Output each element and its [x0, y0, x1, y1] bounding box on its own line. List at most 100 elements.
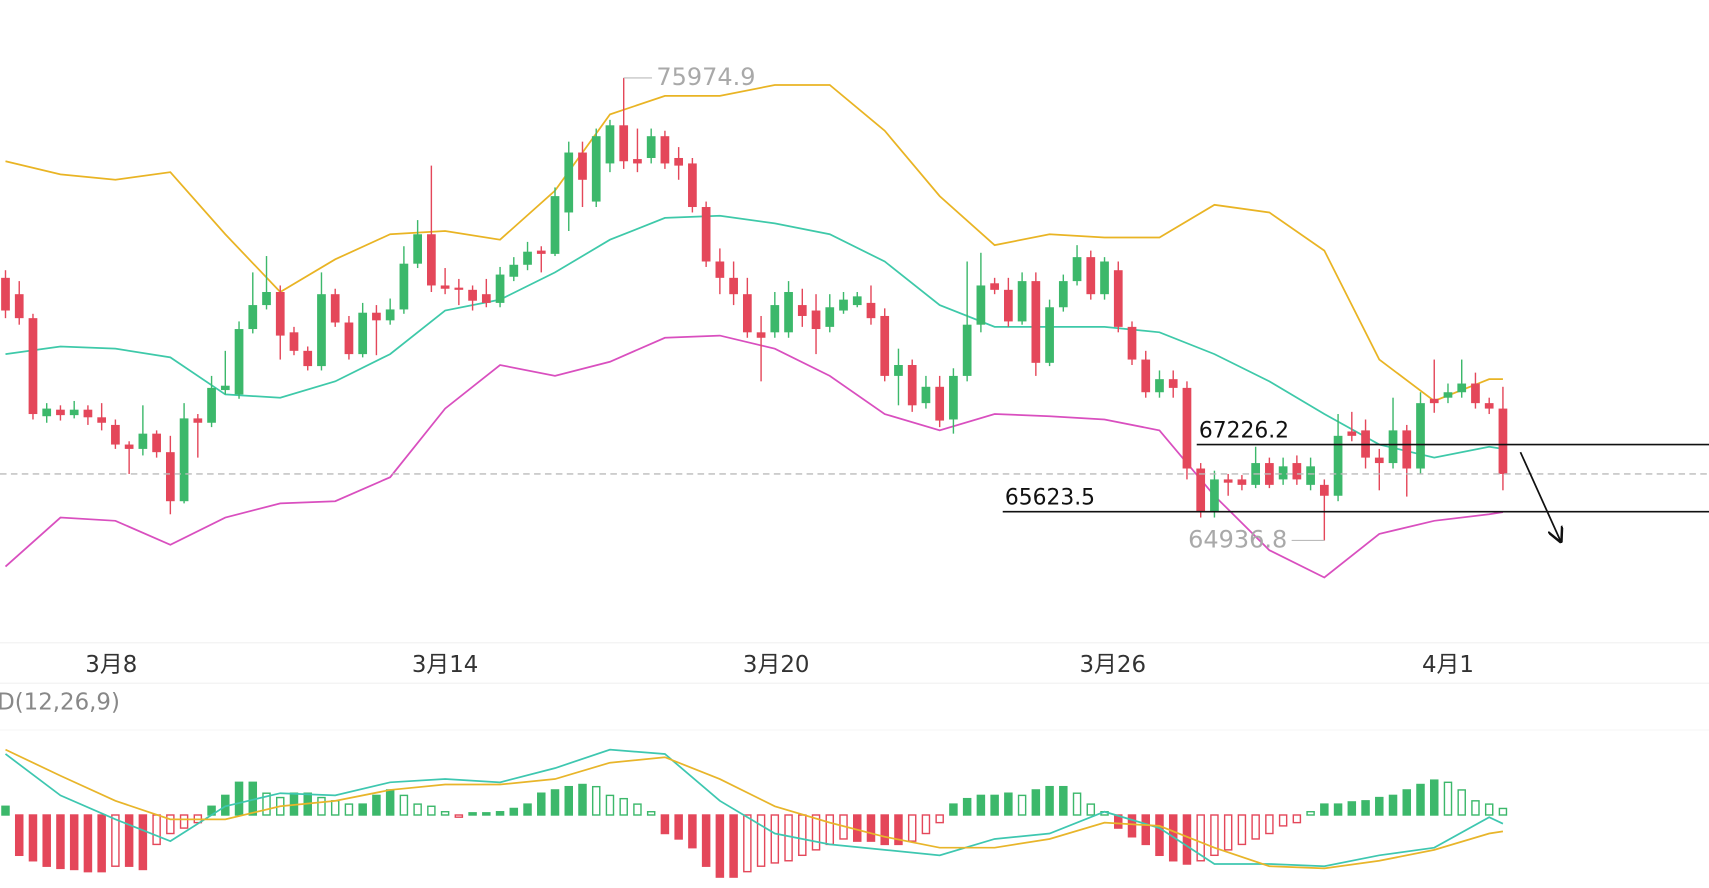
indicator-line	[5, 214, 1504, 459]
candle-body	[784, 292, 793, 333]
macd-bar	[1292, 814, 1302, 824]
candle-body	[1223, 479, 1233, 483]
candle-body	[248, 305, 258, 330]
x-tick-label: 3月8	[85, 652, 137, 678]
macd-bar	[1416, 783, 1425, 816]
macd-bar	[344, 803, 354, 816]
candle-body	[1471, 383, 1480, 404]
candle-body	[852, 296, 862, 306]
macd-bar	[83, 814, 93, 873]
candle-body	[742, 294, 752, 333]
candle-body	[1306, 466, 1315, 485]
macd-bar	[1484, 803, 1494, 816]
candle-body	[1292, 463, 1302, 480]
macd-bar	[1017, 794, 1027, 816]
macd-bar	[825, 814, 835, 846]
macd-bar	[674, 814, 683, 840]
macd-bar	[166, 814, 175, 835]
candle-body	[688, 163, 697, 208]
macd-bar	[385, 789, 395, 816]
candle-body	[1388, 430, 1398, 464]
macd-bar	[1347, 801, 1357, 816]
macd-bar	[1333, 803, 1343, 816]
macd-bar	[413, 803, 422, 816]
candle-body	[1182, 387, 1192, 469]
macd-bar	[1155, 814, 1164, 857]
candle-body	[564, 152, 574, 213]
macd-bar	[633, 803, 642, 816]
candle-body	[427, 234, 436, 286]
macd-bar	[619, 797, 628, 816]
candle-body	[124, 444, 134, 449]
macd-bar	[866, 814, 876, 842]
macd-bar	[743, 814, 752, 873]
macd-bar	[949, 803, 958, 816]
macd-bar	[605, 794, 615, 816]
trend-arrow	[1519, 451, 1560, 541]
macd-bar	[399, 794, 409, 816]
max-label: 75974.9	[656, 63, 755, 91]
macd-bar	[69, 814, 79, 871]
macd-bar	[152, 814, 161, 846]
macd-bar	[1443, 781, 1453, 816]
candle-body	[591, 136, 601, 202]
macd-bar	[427, 805, 436, 816]
candle-body	[289, 332, 299, 351]
macd-bar	[1127, 814, 1137, 838]
min-label: 64936.8	[1188, 525, 1287, 553]
candle-body	[234, 329, 244, 395]
macd-bar	[1210, 814, 1219, 857]
candle-body	[330, 294, 340, 323]
macd-bar	[811, 814, 821, 851]
candle-body	[138, 433, 148, 449]
candle-body	[468, 289, 477, 301]
candle-body	[179, 418, 189, 502]
macd-bar	[42, 814, 51, 867]
macd-bar	[701, 814, 711, 867]
candle-body	[605, 125, 615, 164]
macd-bar	[1, 805, 10, 816]
macd-bar	[1457, 789, 1466, 816]
macd-bar	[1237, 814, 1247, 846]
macd-bar	[1402, 789, 1412, 816]
macd-bar	[935, 814, 944, 824]
macd-bar	[962, 797, 972, 816]
candle-body	[619, 125, 629, 162]
x-tick-label: 3月20	[743, 652, 810, 678]
macd-bar	[1498, 807, 1508, 816]
candle-body	[660, 136, 670, 164]
macd-bar	[894, 814, 903, 846]
macd-bar	[468, 812, 477, 816]
candle-body	[317, 294, 326, 367]
macd-bar	[756, 814, 766, 867]
candle-body	[1484, 403, 1494, 409]
candle-body	[962, 324, 972, 376]
candle-body	[894, 365, 903, 376]
macd-bar	[330, 800, 340, 816]
macd-bar	[1045, 785, 1054, 816]
candle-body	[990, 283, 999, 290]
candle-body	[839, 299, 848, 311]
level-label: 67226.2	[1199, 418, 1289, 443]
macd-bar	[1388, 794, 1398, 816]
candle-body	[152, 433, 161, 453]
candle-body	[1017, 281, 1027, 322]
macd-bar	[234, 781, 244, 816]
candle-body	[1374, 457, 1384, 464]
candle-body	[550, 196, 560, 254]
macd-bar	[97, 814, 106, 873]
indicator-line	[5, 84, 1503, 402]
macd-bar	[523, 803, 532, 816]
candle-body	[1004, 289, 1013, 322]
macd-bar	[1375, 796, 1384, 816]
x-tick-label: 3月26	[1079, 652, 1146, 678]
macd-bar	[550, 789, 560, 816]
candle-body	[83, 409, 93, 418]
candle-body	[509, 264, 519, 277]
macd-bar	[1196, 814, 1205, 862]
macd-bar	[1320, 803, 1329, 816]
macd-bar	[976, 794, 986, 816]
candle-body	[193, 418, 203, 423]
